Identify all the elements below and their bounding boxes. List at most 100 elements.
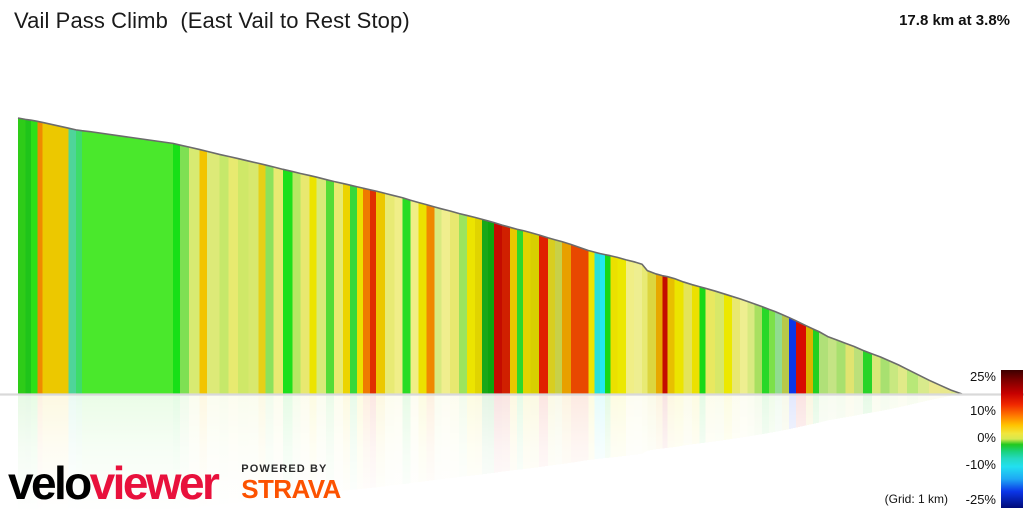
gradient-band: [248, 161, 259, 394]
gradient-band: [42, 122, 69, 395]
gradient-band: [818, 331, 828, 394]
gradient-band: [561, 241, 571, 394]
gradient-band: [309, 175, 317, 394]
gradient-band: [871, 353, 881, 394]
gradient-band: [880, 357, 890, 394]
gradient-band: [754, 304, 762, 394]
gradient-band: [434, 206, 442, 394]
gradient-bands: [18, 118, 962, 395]
gradient-band: [854, 346, 863, 394]
gradient-band: [692, 284, 700, 394]
gradient-band: [273, 166, 283, 394]
gradient-band: [199, 149, 208, 394]
grid-note: (Grid: 1 km): [884, 492, 948, 506]
gradient-band: [782, 314, 790, 394]
gradient-colorbar: [1001, 370, 1023, 508]
gradient-band: [928, 380, 940, 394]
gradient-band: [889, 360, 899, 394]
gradient-band: [547, 237, 555, 394]
gradient-colorbar-bar: [1001, 370, 1023, 508]
gradient-band: [656, 273, 663, 394]
gradient-band: [812, 328, 819, 394]
gradient-band: [626, 259, 635, 394]
gradient-band: [418, 202, 427, 394]
gradient-band: [474, 217, 482, 394]
gradient-band: [662, 275, 668, 394]
gradient-band: [674, 278, 684, 394]
gradient-band: [768, 309, 775, 394]
gradient-band: [326, 179, 334, 394]
gradient-band: [402, 197, 411, 394]
gradient-band: [238, 158, 249, 394]
gradient-band: [605, 254, 611, 394]
gradient-band: [642, 264, 648, 394]
gradient-band: [370, 189, 377, 394]
gradient-band: [441, 208, 451, 394]
legend-label-max: 25%: [969, 369, 996, 384]
legend-label-zero: 0%: [977, 430, 996, 445]
strava-attribution[interactable]: POWERED BY STRAVA: [241, 463, 341, 506]
gradient-band: [836, 339, 846, 394]
logo-text-viewer: viewer: [89, 457, 220, 510]
logo-text-velo: velo: [8, 457, 92, 510]
gradient-band: [76, 129, 82, 394]
gradient-band: [410, 200, 419, 394]
gradient-band: [207, 151, 220, 394]
gradient-band: [458, 213, 467, 394]
gradient-band: [796, 320, 806, 394]
gradient-band: [774, 311, 782, 394]
gradient-band: [699, 286, 706, 394]
branding: veloviewer POWERED BY STRAVA: [8, 460, 341, 506]
legend-label-min: -25%: [965, 492, 996, 507]
gradient-band: [634, 261, 643, 394]
gradient-band: [363, 188, 371, 394]
gradient-band: [89, 131, 173, 394]
gradient-band: [539, 235, 548, 394]
profile-outline: [17, 117, 963, 395]
legend-label-low: -10%: [965, 457, 996, 472]
gradient-band: [898, 364, 907, 394]
gradient-band: [376, 191, 386, 394]
gradient-band: [172, 143, 180, 394]
gradient-band: [617, 257, 627, 394]
gradient-band: [68, 128, 77, 394]
gradient-band: [594, 252, 600, 394]
gradient-band: [481, 219, 489, 394]
gradient-band: [805, 325, 813, 394]
gradient-band: [188, 146, 200, 394]
gradient-band: [683, 281, 693, 394]
summary-stats: 17.8 km at 3.8%: [899, 12, 1010, 29]
gradient-band: [488, 220, 495, 394]
gradient-band: [610, 255, 618, 394]
gradient-band: [845, 343, 855, 394]
powered-by-label: POWERED BY: [241, 463, 328, 476]
gradient-band: [554, 239, 562, 394]
gradient-band: [300, 173, 310, 394]
gradient-band: [356, 186, 364, 394]
gradient-band: [940, 385, 951, 394]
gradient-band: [18, 118, 26, 394]
strava-wordmark: STRAVA: [241, 473, 341, 504]
gradient-band: [450, 211, 459, 394]
veloviewer-logo[interactable]: veloviewer: [8, 460, 220, 506]
gradient-band: [715, 291, 724, 394]
gradient-band: [862, 350, 872, 394]
gradient-band: [827, 336, 837, 394]
legend-label-high: 10%: [969, 403, 996, 418]
reflection-fade: [0, 395, 1024, 512]
gradient-band: [394, 195, 403, 394]
gradient-band: [739, 298, 748, 394]
gradient-band: [466, 215, 475, 394]
gradient-band: [761, 306, 769, 394]
gradient-band: [228, 156, 239, 394]
gradient-band: [282, 169, 293, 394]
gradient-band: [789, 317, 797, 394]
gradient-band: [523, 230, 531, 394]
gradient-band: [510, 227, 518, 394]
gradient-band: [385, 193, 395, 394]
gradient-band: [494, 222, 503, 394]
gradient-band: [502, 225, 511, 394]
